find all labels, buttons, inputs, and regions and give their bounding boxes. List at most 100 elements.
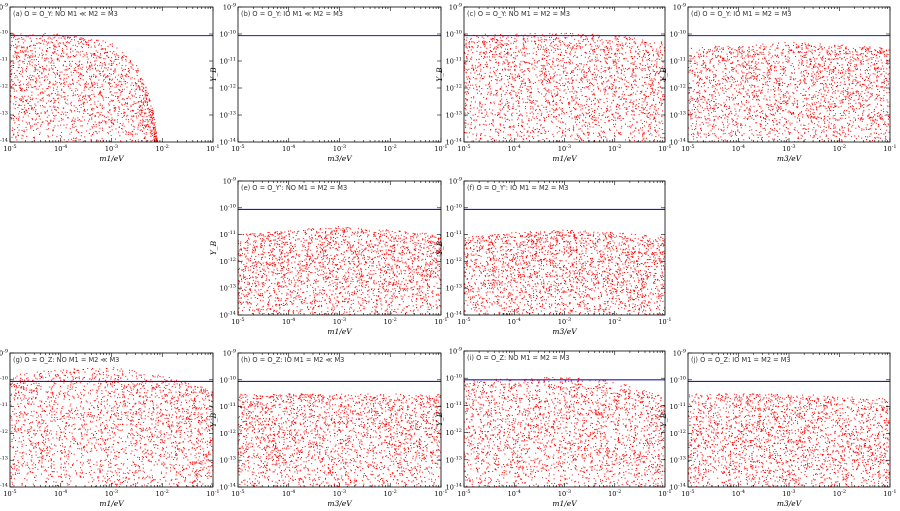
data-point <box>652 84 654 86</box>
data-point <box>594 94 596 96</box>
data-point <box>109 126 111 128</box>
data-point <box>478 90 480 92</box>
data-point <box>524 54 526 56</box>
data-point <box>529 62 531 64</box>
data-point <box>466 69 468 71</box>
data-point <box>699 96 701 98</box>
data-point <box>479 65 481 67</box>
data-point <box>647 44 649 46</box>
data-point <box>467 91 469 93</box>
data-point <box>843 132 845 134</box>
data-point <box>642 50 644 52</box>
data-point <box>78 95 80 97</box>
data-point <box>565 83 567 85</box>
data-point <box>583 70 585 72</box>
data-point <box>703 62 705 64</box>
y-axis-label: Y_B <box>209 67 218 82</box>
data-point <box>741 63 743 65</box>
data-point <box>616 48 618 50</box>
data-point <box>64 36 66 38</box>
data-point <box>561 132 563 134</box>
data-point <box>495 75 497 77</box>
data-point <box>500 43 502 45</box>
data-point <box>87 41 89 43</box>
data-point <box>98 121 100 123</box>
data-point <box>661 44 663 46</box>
data-point <box>578 128 580 130</box>
data-point <box>573 44 575 46</box>
data-point <box>692 80 694 82</box>
data-point <box>586 100 588 102</box>
data-point <box>552 47 554 49</box>
data-point <box>760 134 762 136</box>
data-point <box>528 119 530 121</box>
data-point <box>574 54 576 56</box>
data-point <box>70 103 72 105</box>
data-point <box>150 115 152 117</box>
data-point <box>47 135 49 137</box>
data-point <box>611 53 613 55</box>
data-point <box>595 117 597 119</box>
data-point <box>631 86 633 88</box>
data-point <box>839 84 841 86</box>
data-point <box>131 63 133 65</box>
data-point <box>645 113 647 115</box>
data-point <box>484 135 486 137</box>
data-point <box>141 83 143 85</box>
data-point <box>140 129 142 131</box>
data-point <box>591 116 593 118</box>
data-point <box>522 138 524 140</box>
data-point <box>731 118 733 120</box>
data-point <box>155 135 157 137</box>
data-point <box>53 98 55 100</box>
data-point <box>520 124 522 126</box>
data-point <box>489 44 491 46</box>
data-point <box>587 81 589 83</box>
data-point <box>125 75 127 77</box>
data-point <box>41 91 43 93</box>
data-point <box>870 93 872 95</box>
data-point <box>510 113 512 115</box>
data-point <box>575 79 577 81</box>
data-point <box>546 64 548 66</box>
data-point <box>656 53 658 55</box>
data-point <box>698 100 700 102</box>
data-point <box>549 39 551 41</box>
data-point <box>13 103 15 105</box>
data-point <box>758 95 760 97</box>
data-point <box>662 132 664 134</box>
data-point <box>125 65 127 67</box>
data-point <box>593 50 595 52</box>
data-point <box>37 56 39 58</box>
data-point <box>54 66 56 68</box>
data-point <box>476 78 478 80</box>
data-point <box>110 85 112 87</box>
data-point <box>80 67 82 69</box>
data-point <box>140 77 142 79</box>
data-point <box>626 98 628 100</box>
data-point <box>55 46 57 48</box>
data-point <box>656 131 658 133</box>
data-point <box>771 44 773 46</box>
data-point <box>482 41 484 43</box>
data-point <box>543 118 545 120</box>
data-point <box>612 100 614 102</box>
data-point <box>861 86 863 88</box>
data-point <box>631 110 633 112</box>
data-point <box>549 59 551 61</box>
data-point <box>634 43 636 45</box>
data-point <box>54 76 56 78</box>
data-point <box>589 43 591 45</box>
data-point <box>632 117 634 119</box>
data-point <box>494 73 496 75</box>
data-point <box>70 104 72 106</box>
data-point <box>18 64 20 66</box>
data-point <box>615 55 617 57</box>
data-point <box>587 131 589 133</box>
data-point <box>70 131 72 133</box>
data-point <box>657 130 659 132</box>
data-point <box>125 69 127 71</box>
data-point <box>523 52 525 54</box>
data-point <box>660 42 662 44</box>
data-point <box>464 132 466 134</box>
